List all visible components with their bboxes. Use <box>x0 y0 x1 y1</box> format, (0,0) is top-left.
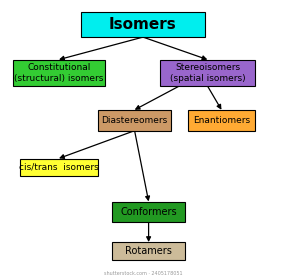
Text: shutterstock.com · 2405178051: shutterstock.com · 2405178051 <box>104 271 182 276</box>
FancyBboxPatch shape <box>98 110 171 130</box>
Text: cis/trans  isomers: cis/trans isomers <box>19 163 99 172</box>
Text: Stereoisomers
(spatial isomers): Stereoisomers (spatial isomers) <box>170 63 245 83</box>
Text: Diastereomers: Diastereomers <box>102 116 168 125</box>
FancyBboxPatch shape <box>81 12 205 37</box>
FancyBboxPatch shape <box>112 242 185 260</box>
FancyBboxPatch shape <box>13 60 105 86</box>
Text: Rotamers: Rotamers <box>125 246 172 256</box>
FancyBboxPatch shape <box>188 110 255 130</box>
Text: Conformers: Conformers <box>120 207 177 217</box>
FancyBboxPatch shape <box>160 60 255 86</box>
Text: Isomers: Isomers <box>109 17 177 32</box>
FancyBboxPatch shape <box>112 202 185 222</box>
FancyBboxPatch shape <box>20 158 98 176</box>
Text: Constitutional
(structural) isomers: Constitutional (structural) isomers <box>14 63 104 83</box>
Text: Enantiomers: Enantiomers <box>193 116 250 125</box>
